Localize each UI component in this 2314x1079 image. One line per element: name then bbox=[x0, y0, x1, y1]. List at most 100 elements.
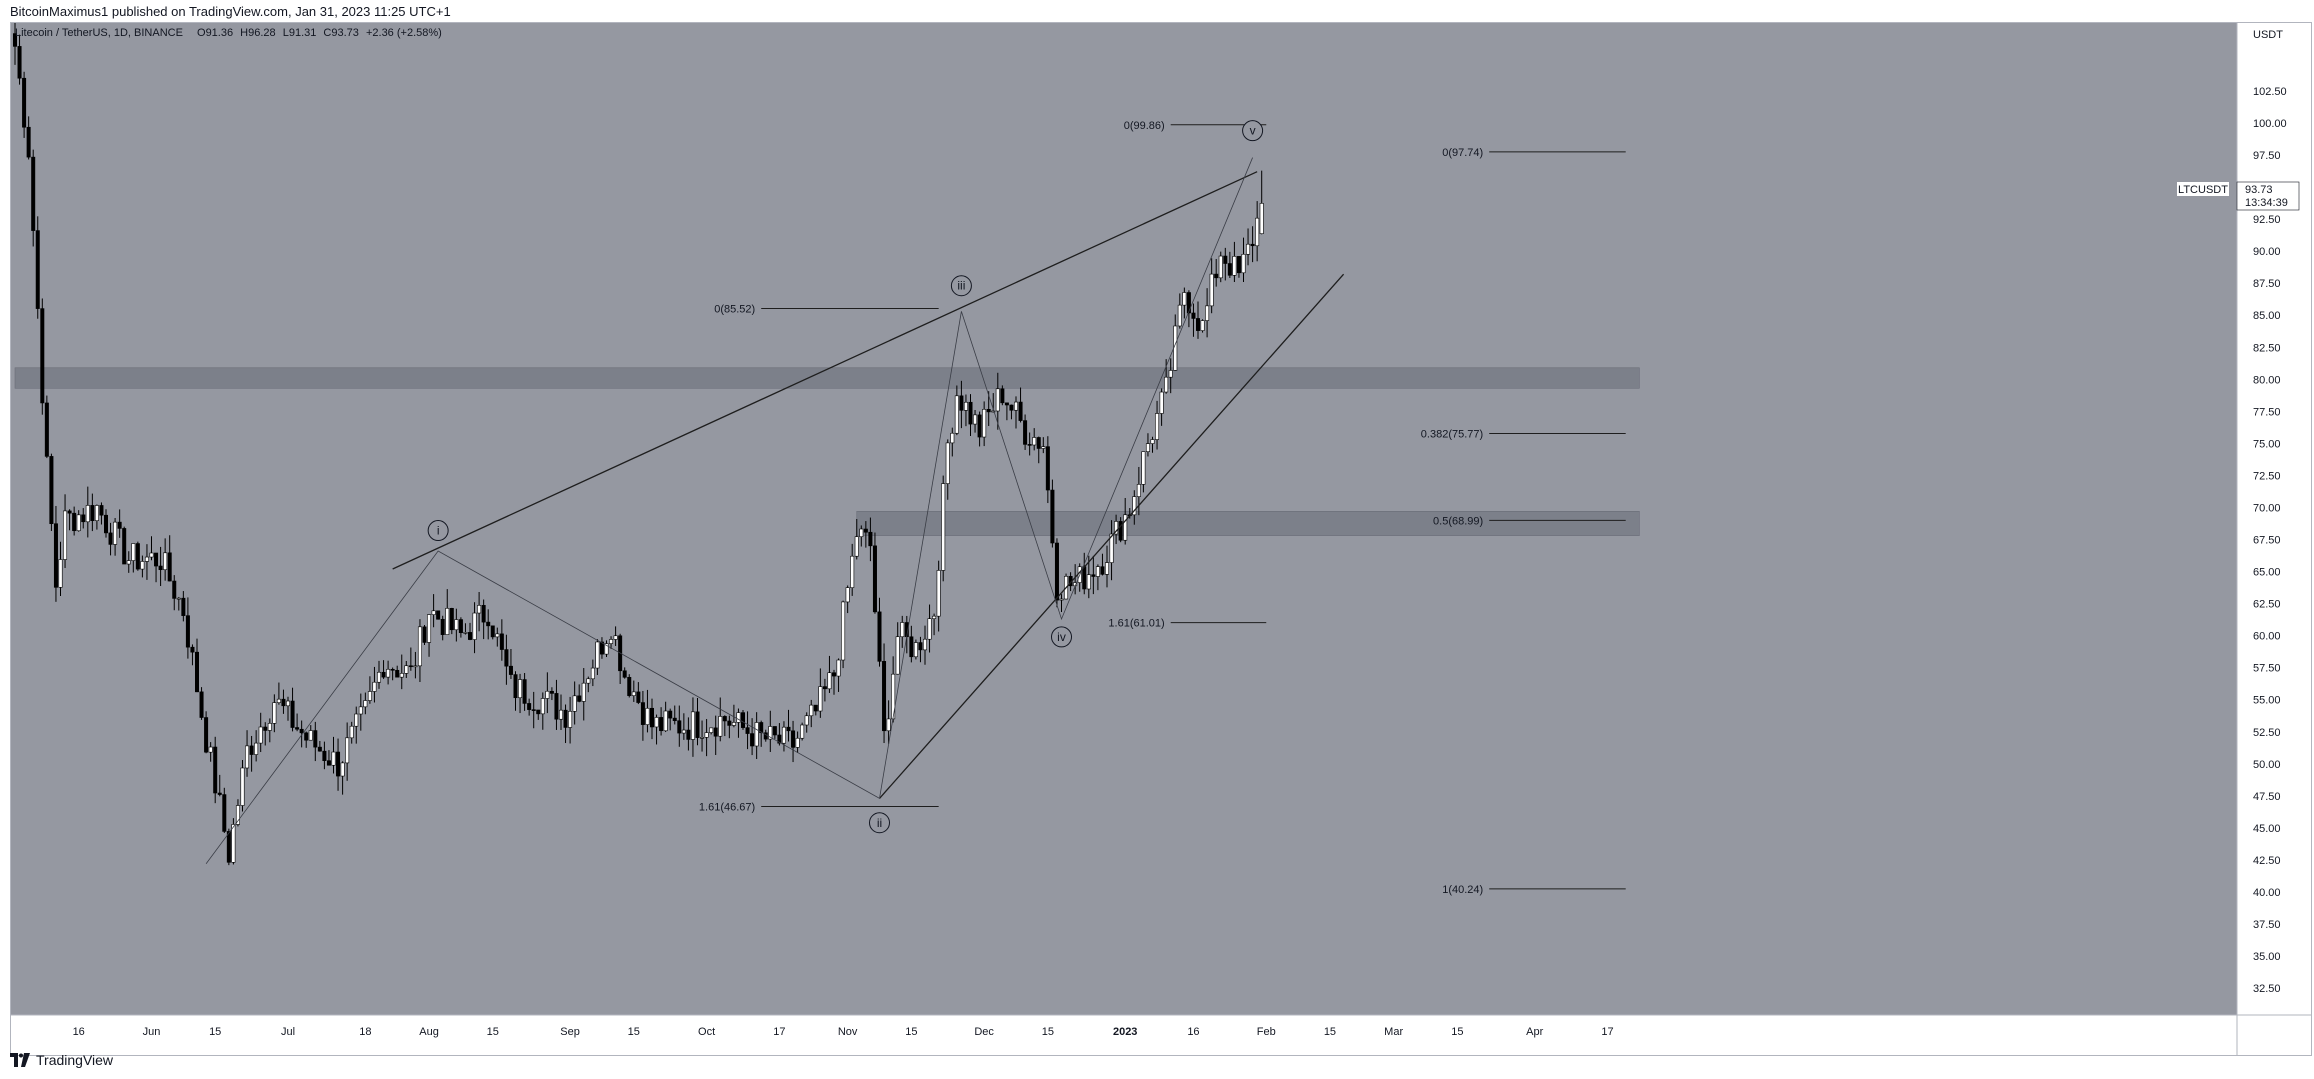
candle-up bbox=[163, 552, 168, 571]
candle-down bbox=[44, 402, 49, 457]
candle-up bbox=[590, 667, 595, 680]
candle-down bbox=[81, 514, 86, 523]
price-chart[interactable]: 0(99.86) 0(97.74) 0(85.52) 0.382(75.77) 0.5(… bbox=[11, 23, 2311, 1055]
candle-up bbox=[399, 673, 404, 678]
candle-down bbox=[49, 456, 54, 525]
wave-label-text: iii bbox=[957, 279, 965, 293]
candle-down bbox=[390, 668, 395, 671]
candle-up bbox=[572, 695, 577, 712]
candle-down bbox=[117, 521, 122, 529]
candle-up bbox=[349, 725, 354, 739]
x-tick-label: Dec bbox=[974, 1026, 994, 1038]
y-tick-label: 72.50 bbox=[2253, 470, 2281, 482]
candle-up bbox=[113, 521, 118, 545]
candle-up bbox=[581, 682, 586, 702]
wave-label-circle bbox=[950, 275, 972, 297]
x-tick-label: Oct bbox=[698, 1026, 715, 1038]
candle-down bbox=[26, 126, 31, 158]
candle-up bbox=[1141, 451, 1146, 485]
wave-label-circle bbox=[1242, 120, 1264, 142]
candle-down bbox=[499, 633, 504, 650]
candle-down bbox=[1250, 243, 1255, 247]
candle-down bbox=[740, 712, 745, 728]
annotations: 0(99.86) 0(97.74) 0(85.52) 0.382(75.77) 0.5(… bbox=[427, 120, 1483, 896]
drawings bbox=[205, 124, 1626, 890]
candle-up bbox=[545, 690, 550, 699]
candle-up bbox=[331, 751, 336, 766]
wave-label-v: v bbox=[1242, 120, 1264, 142]
candle-down bbox=[304, 732, 309, 741]
candle-up bbox=[1182, 292, 1187, 306]
candle-down bbox=[1196, 318, 1201, 331]
candle-up bbox=[654, 717, 659, 728]
wave-label-text: iv bbox=[1057, 630, 1066, 644]
candle-down bbox=[791, 730, 796, 748]
candle-down bbox=[226, 831, 231, 863]
candle-down bbox=[395, 669, 400, 678]
candle-down bbox=[918, 642, 923, 651]
candle-down bbox=[108, 532, 113, 545]
x-tick-label: 15 bbox=[209, 1026, 221, 1038]
candle-down bbox=[722, 716, 727, 722]
candle-up bbox=[308, 730, 313, 741]
y-tick-label: 37.50 bbox=[2253, 919, 2281, 931]
support-zone-2 bbox=[856, 511, 1640, 536]
candle-up bbox=[1132, 496, 1137, 516]
candle-down bbox=[263, 726, 268, 731]
x-tick-label: Nov bbox=[838, 1026, 858, 1038]
candle-up bbox=[768, 726, 773, 740]
candle-up bbox=[1032, 437, 1037, 446]
candle-down bbox=[504, 649, 509, 667]
y-tick-label: 32.50 bbox=[2253, 983, 2281, 995]
x-tick-label: 15 bbox=[628, 1026, 640, 1038]
candle-down bbox=[909, 636, 914, 658]
chart-header: Litecoin / TetherUS, 1D, BINANCE O91.36 … bbox=[15, 27, 442, 39]
candle-up bbox=[1086, 574, 1091, 590]
x-tick-label: 15 bbox=[1042, 1026, 1054, 1038]
candle-up bbox=[586, 678, 591, 684]
chart-frame[interactable]: 0(99.86) 0(97.74) 0(85.52) 0.382(75.77) 0.5(… bbox=[10, 22, 2312, 1056]
candle-down bbox=[154, 552, 159, 567]
candle-down bbox=[486, 621, 491, 627]
candle-down bbox=[181, 597, 186, 616]
candle-down bbox=[554, 693, 559, 720]
candle-down bbox=[1186, 292, 1191, 314]
x-tick-label: 15 bbox=[905, 1026, 917, 1038]
candle-up bbox=[595, 641, 600, 669]
candle-up bbox=[631, 691, 636, 696]
last-price: 93.73 bbox=[2245, 184, 2273, 196]
y-tick-label: 102.50 bbox=[2253, 86, 2287, 98]
symbol-line: Litecoin / TetherUS, 1D, BINANCE bbox=[15, 27, 183, 39]
candle-down bbox=[1023, 420, 1028, 445]
candle-up bbox=[613, 635, 618, 640]
y-tick-label: 87.50 bbox=[2253, 278, 2281, 290]
x-tick-label: 15 bbox=[1324, 1026, 1336, 1038]
wave-label-circle bbox=[427, 520, 449, 542]
wave-label-i: i bbox=[427, 520, 449, 542]
y-tick-label: 82.50 bbox=[2253, 342, 2281, 354]
candle-up bbox=[495, 633, 500, 638]
y-tick-label: 60.00 bbox=[2253, 631, 2281, 643]
candle-up bbox=[427, 614, 432, 643]
candle-up bbox=[358, 706, 363, 715]
ohlc-high-label: H bbox=[240, 27, 248, 39]
x-tick-label: Sep bbox=[560, 1026, 580, 1038]
candle-up bbox=[372, 681, 377, 692]
candle-up bbox=[76, 514, 81, 532]
candle-down bbox=[381, 671, 386, 678]
candle-down bbox=[636, 691, 641, 703]
last-price-box bbox=[2236, 181, 2300, 211]
candle-down bbox=[659, 717, 664, 732]
y-tick-label: 80.00 bbox=[2253, 374, 2281, 386]
candle-down bbox=[1050, 489, 1055, 544]
y-tick-label: 70.00 bbox=[2253, 502, 2281, 514]
y-tick-label: 52.50 bbox=[2253, 727, 2281, 739]
candle-down bbox=[822, 686, 827, 690]
candle-up bbox=[413, 665, 418, 668]
candle-down bbox=[877, 611, 882, 662]
candle-down bbox=[882, 661, 887, 732]
candle-down bbox=[458, 619, 463, 634]
candle-down bbox=[195, 651, 200, 693]
candle-up bbox=[995, 388, 1000, 412]
candle-up bbox=[1209, 273, 1214, 307]
